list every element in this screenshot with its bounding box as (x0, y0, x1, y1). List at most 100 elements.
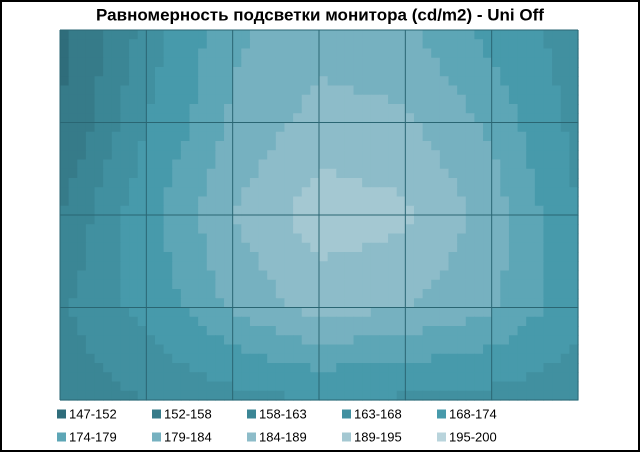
contour-cell (154, 94, 165, 105)
contour-cell (241, 233, 251, 244)
contour-cell (422, 242, 432, 253)
contour-cell (267, 316, 277, 327)
contour-cell (111, 168, 122, 179)
contour-cell (465, 76, 475, 87)
contour-cell (180, 159, 191, 170)
contour-cell (293, 67, 303, 77)
contour-cell (457, 307, 467, 318)
contour-cell (224, 363, 234, 373)
contour-cell (344, 57, 355, 68)
contour-cell (172, 289, 182, 299)
contour-cell (60, 168, 70, 179)
contour-cell (129, 196, 139, 207)
contour-cell (94, 233, 104, 244)
contour-cell (154, 85, 165, 96)
contour-cell (180, 57, 191, 68)
contour-cell (224, 104, 234, 114)
contour-cell (552, 30, 562, 40)
contour-cell (293, 372, 303, 383)
contour-cell (413, 205, 424, 216)
contour-cell (491, 381, 501, 392)
contour-cell (465, 363, 475, 373)
contour-cell (439, 187, 450, 198)
contour-cell (405, 316, 415, 327)
contour-cell (215, 390, 225, 401)
contour-cell (163, 289, 173, 299)
contour-cell (301, 353, 311, 364)
contour-cell (258, 289, 268, 299)
contour-cell (68, 261, 78, 272)
contour-cell (534, 196, 545, 207)
contour-cell (483, 122, 493, 133)
contour-cell (77, 363, 87, 373)
contour-cell (465, 326, 475, 336)
contour-cell (172, 178, 182, 188)
contour-cell (103, 113, 113, 124)
contour-cell (413, 76, 424, 87)
contour-cell (439, 94, 450, 105)
legend-swatch (247, 432, 256, 442)
contour-cell (552, 215, 562, 225)
contour-cell (146, 168, 156, 179)
contour-cell (189, 233, 199, 244)
contour-cell (293, 39, 303, 50)
contour-cell (180, 205, 191, 216)
contour-cell (198, 372, 208, 383)
contour-cell (267, 224, 277, 235)
contour-cell (120, 67, 130, 77)
contour-cell (129, 298, 139, 309)
contour-cell (94, 113, 104, 124)
contour-cell (422, 178, 432, 188)
contour-cell (413, 372, 424, 383)
contour-cell (284, 48, 294, 59)
contour-cell (189, 150, 199, 161)
contour-cell (379, 390, 389, 401)
contour-cell (94, 289, 104, 299)
contour-cell (189, 85, 199, 96)
contour-cell (474, 159, 484, 170)
contour-cell (353, 159, 363, 170)
contour-cell (68, 76, 78, 87)
contour-cell (517, 113, 527, 124)
contour-cell (526, 131, 536, 142)
contour-cell (129, 178, 139, 188)
contour-cell (388, 187, 398, 198)
contour-cell (560, 298, 570, 309)
plot-area (60, 30, 579, 401)
contour-cell (60, 30, 70, 40)
contour-cell (68, 39, 78, 50)
contour-cell (206, 307, 216, 318)
contour-cell (483, 57, 493, 68)
contour-cell (111, 390, 122, 401)
contour-cell (491, 344, 501, 355)
contour-cell (85, 372, 96, 383)
contour-cell (474, 104, 484, 114)
contour-cell (483, 168, 493, 179)
contour-cell (491, 30, 501, 40)
contour-cell (206, 205, 216, 216)
contour-cell (362, 279, 372, 290)
contour-cell (370, 30, 381, 40)
contour-cell (85, 270, 96, 281)
legend-label: 168-174 (449, 406, 497, 421)
contour-cell (362, 104, 372, 114)
contour-cell (448, 326, 458, 336)
contour-cell (224, 252, 234, 262)
contour-cell (327, 205, 337, 216)
contour-cell (258, 187, 268, 198)
contour-cell (517, 242, 527, 253)
contour-cell (405, 131, 415, 142)
contour-cell (301, 94, 311, 105)
contour-cell (319, 242, 329, 253)
contour-cell (172, 187, 182, 198)
contour-cell (189, 344, 199, 355)
contour-cell (405, 187, 415, 198)
contour-cell (111, 48, 122, 59)
contour-cell (405, 353, 415, 364)
contour-cell (206, 113, 216, 124)
contour-cell (249, 48, 260, 59)
contour-cell (413, 335, 424, 346)
contour-cell (526, 187, 536, 198)
contour-cell (180, 224, 191, 235)
contour-cell (284, 39, 294, 50)
